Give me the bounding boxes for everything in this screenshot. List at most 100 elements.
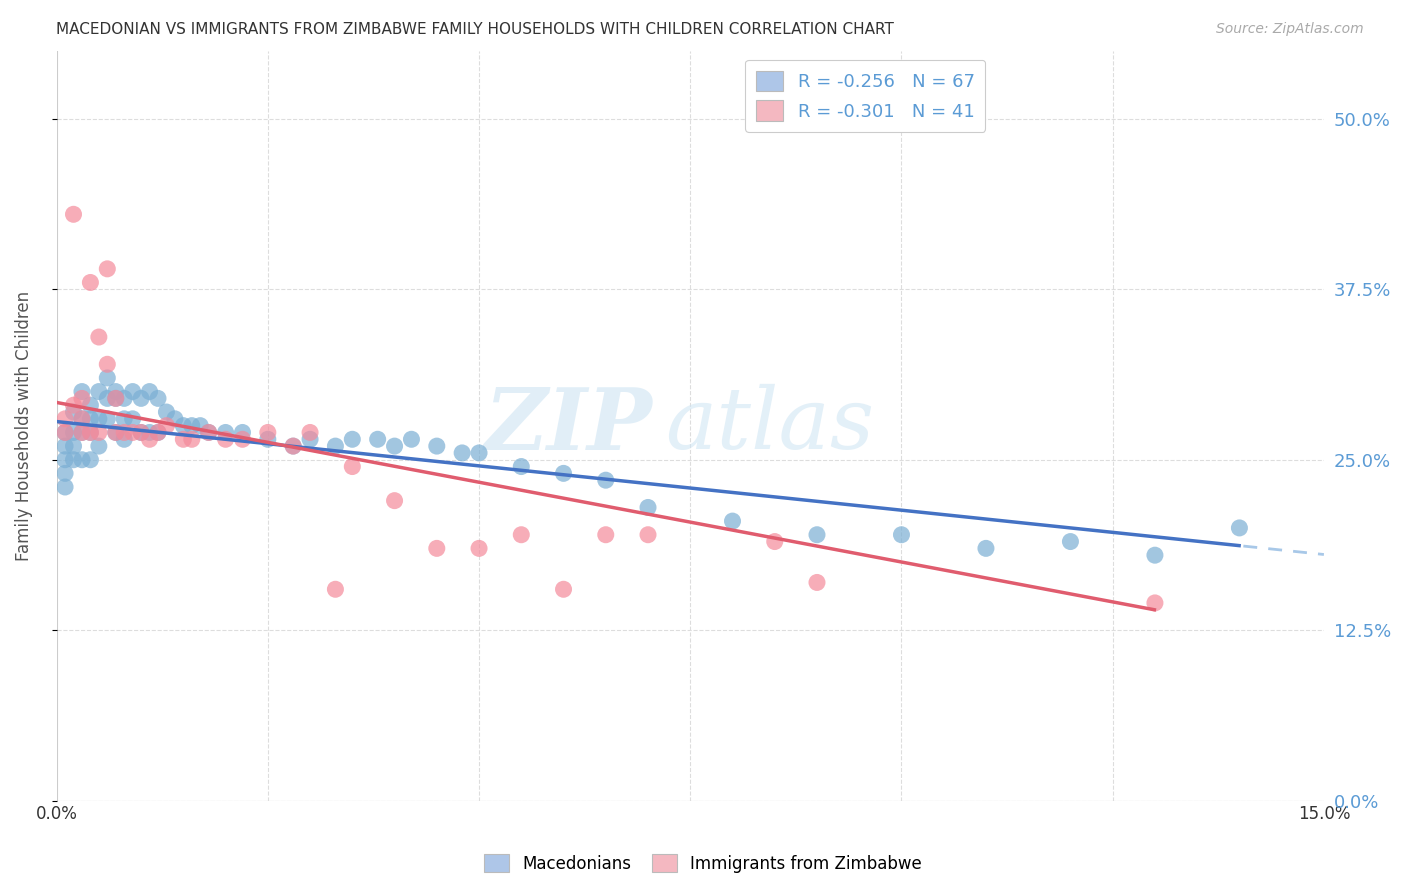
- Text: Source: ZipAtlas.com: Source: ZipAtlas.com: [1216, 22, 1364, 37]
- Point: [721, 514, 744, 528]
- Point: [510, 527, 533, 541]
- Point: [384, 439, 406, 453]
- Point: [231, 425, 253, 440]
- Point: [96, 357, 118, 371]
- Point: [283, 439, 305, 453]
- Point: [112, 432, 135, 446]
- Point: [155, 418, 177, 433]
- Point: [172, 432, 194, 446]
- Point: [146, 425, 169, 440]
- Point: [451, 446, 474, 460]
- Point: [890, 527, 912, 541]
- Point: [70, 384, 93, 399]
- Point: [104, 425, 127, 440]
- Point: [806, 575, 828, 590]
- Point: [53, 480, 76, 494]
- Y-axis label: Family Households with Children: Family Households with Children: [15, 291, 32, 561]
- Text: atlas: atlas: [665, 384, 875, 467]
- Point: [79, 425, 101, 440]
- Point: [806, 527, 828, 541]
- Point: [79, 412, 101, 426]
- Point: [763, 534, 786, 549]
- Point: [104, 425, 127, 440]
- Point: [79, 398, 101, 412]
- Point: [1059, 534, 1081, 549]
- Point: [595, 527, 617, 541]
- Point: [637, 500, 659, 515]
- Point: [1143, 548, 1166, 562]
- Point: [197, 425, 219, 440]
- Point: [510, 459, 533, 474]
- Point: [974, 541, 997, 556]
- Point: [384, 493, 406, 508]
- Point: [87, 330, 110, 344]
- Point: [129, 425, 152, 440]
- Point: [53, 425, 76, 440]
- Point: [53, 467, 76, 481]
- Point: [342, 432, 364, 446]
- Point: [1229, 521, 1251, 535]
- Point: [79, 452, 101, 467]
- Point: [256, 425, 278, 440]
- Point: [138, 425, 160, 440]
- Point: [595, 473, 617, 487]
- Point: [180, 418, 202, 433]
- Point: [70, 452, 93, 467]
- Point: [468, 446, 491, 460]
- Legend: Macedonians, Immigrants from Zimbabwe: Macedonians, Immigrants from Zimbabwe: [478, 847, 928, 880]
- Point: [214, 432, 236, 446]
- Point: [96, 371, 118, 385]
- Point: [70, 412, 93, 426]
- Point: [62, 452, 84, 467]
- Point: [468, 541, 491, 556]
- Point: [70, 392, 93, 406]
- Point: [96, 412, 118, 426]
- Point: [53, 439, 76, 453]
- Point: [367, 432, 389, 446]
- Point: [112, 412, 135, 426]
- Point: [342, 459, 364, 474]
- Point: [146, 425, 169, 440]
- Point: [188, 418, 211, 433]
- Point: [138, 432, 160, 446]
- Point: [283, 439, 305, 453]
- Point: [129, 425, 152, 440]
- Point: [1143, 596, 1166, 610]
- Point: [299, 432, 322, 446]
- Point: [553, 467, 575, 481]
- Point: [104, 392, 127, 406]
- Point: [70, 412, 93, 426]
- Point: [129, 392, 152, 406]
- Point: [112, 425, 135, 440]
- Point: [62, 439, 84, 453]
- Point: [214, 425, 236, 440]
- Point: [197, 425, 219, 440]
- Point: [325, 439, 347, 453]
- Point: [104, 384, 127, 399]
- Point: [62, 405, 84, 419]
- Text: ZIP: ZIP: [484, 384, 652, 467]
- Point: [146, 392, 169, 406]
- Point: [172, 418, 194, 433]
- Point: [256, 432, 278, 446]
- Point: [138, 384, 160, 399]
- Point: [70, 425, 93, 440]
- Point: [62, 425, 84, 440]
- Point: [53, 452, 76, 467]
- Point: [53, 412, 76, 426]
- Point: [121, 412, 143, 426]
- Point: [299, 425, 322, 440]
- Point: [79, 276, 101, 290]
- Point: [112, 392, 135, 406]
- Point: [121, 425, 143, 440]
- Point: [96, 392, 118, 406]
- Point: [62, 398, 84, 412]
- Point: [87, 439, 110, 453]
- Point: [637, 527, 659, 541]
- Point: [70, 425, 93, 440]
- Point: [231, 432, 253, 446]
- Point: [553, 582, 575, 597]
- Point: [87, 425, 110, 440]
- Point: [426, 541, 449, 556]
- Point: [426, 439, 449, 453]
